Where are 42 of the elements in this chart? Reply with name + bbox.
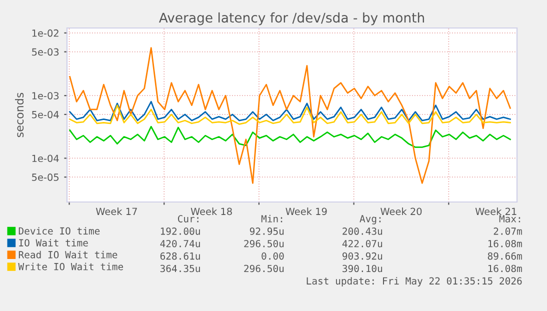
x-tick-label: Week 20 [380, 208, 422, 216]
text: 296.50u [244, 264, 284, 272]
line-series [69, 47, 511, 184]
chart-title: Average latency for /dev/sda - by month [158, 12, 424, 26]
text: 422.07u [342, 240, 382, 248]
text: 628.61u [160, 252, 200, 260]
text: 0.00 [262, 252, 284, 260]
text: Max: [499, 215, 520, 222]
y-tick-label: 5e-04 [32, 110, 59, 118]
y-tick-label: 1e-04 [32, 154, 59, 162]
text: Cur: [178, 215, 198, 222]
text: 16.08m [488, 264, 522, 272]
legend-label: IO Wait time [19, 238, 88, 246]
text: 16.08m [488, 240, 522, 248]
line-series [69, 100, 511, 122]
line-series [69, 104, 511, 125]
line-series [69, 126, 511, 148]
y-tick-label: 1e-02 [32, 29, 58, 37]
x-tick-label: Week 18 [190, 208, 232, 216]
y-tick-label: 5e-05 [32, 174, 59, 181]
text: 200.43u [342, 228, 382, 235]
x-tick-label: Week 19 [286, 208, 327, 216]
text: 2.07m [494, 228, 522, 235]
text: 390.10u [342, 264, 382, 272]
text: 296.50u [244, 240, 284, 248]
legend-label: Write IO Wait time [18, 262, 124, 270]
text: 364.35u [160, 264, 200, 272]
text: 192.00u [160, 228, 200, 235]
text: Last update: Fri May 22 01:35:15 2026 [306, 277, 522, 286]
y-tick-label: 1e-03 [32, 92, 59, 100]
legend-label: Read IO Wait time [18, 250, 118, 258]
text: 903.92u [342, 252, 382, 260]
legend-label: Device IO time [18, 227, 100, 235]
x-tick-label: Week 21 [475, 208, 516, 216]
text: Min: [261, 214, 282, 222]
text: Avg: [360, 215, 381, 224]
text: 92.95u [250, 228, 284, 235]
y-tick-label: 5e-03 [32, 48, 59, 56]
text: 420.74u [160, 240, 200, 248]
y-axis-title: seconds [15, 92, 24, 138]
x-tick-label: Week 17 [96, 208, 137, 216]
text: 89.66m [488, 252, 522, 260]
